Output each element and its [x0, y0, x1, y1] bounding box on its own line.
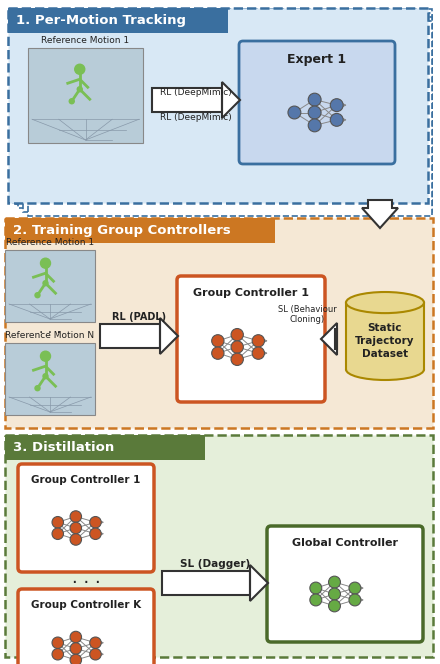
Ellipse shape	[346, 359, 424, 380]
Circle shape	[310, 582, 322, 594]
Circle shape	[43, 374, 48, 378]
Text: SL (Behaviour
Cloning): SL (Behaviour Cloning)	[278, 305, 336, 324]
Text: Group Controller K: Group Controller K	[31, 600, 141, 610]
FancyBboxPatch shape	[177, 276, 325, 402]
Circle shape	[40, 258, 51, 268]
Circle shape	[70, 654, 81, 664]
FancyBboxPatch shape	[18, 589, 154, 664]
Text: RL (DeepMimic): RL (DeepMimic)	[160, 88, 232, 97]
Circle shape	[52, 637, 63, 649]
FancyBboxPatch shape	[267, 526, 423, 642]
Polygon shape	[100, 318, 178, 354]
Bar	[13, 9, 432, 204]
Bar	[8, 8, 428, 203]
Text: 1. Per-Motion Tracking: 1. Per-Motion Tracking	[16, 14, 186, 27]
Circle shape	[330, 99, 343, 112]
Bar	[18, 13, 432, 208]
Text: SL (Dagger): SL (Dagger)	[180, 559, 250, 569]
FancyBboxPatch shape	[18, 464, 154, 572]
Text: Reference Motion 1: Reference Motion 1	[41, 36, 129, 45]
Text: · · ·: · · ·	[39, 326, 61, 340]
Circle shape	[231, 329, 243, 341]
Circle shape	[40, 351, 51, 361]
Circle shape	[69, 99, 74, 104]
Text: · · ·: · · ·	[72, 574, 100, 592]
Circle shape	[90, 637, 101, 649]
Ellipse shape	[346, 292, 424, 313]
Text: Reference Motion 1: Reference Motion 1	[6, 238, 94, 247]
Circle shape	[349, 594, 361, 606]
Polygon shape	[152, 82, 240, 118]
Text: 2. Training Group Controllers: 2. Training Group Controllers	[13, 224, 231, 237]
Circle shape	[70, 643, 81, 654]
Bar	[5, 435, 205, 460]
Text: Group Controller 1: Group Controller 1	[193, 288, 309, 298]
Polygon shape	[321, 323, 337, 355]
Circle shape	[90, 528, 101, 539]
Circle shape	[52, 528, 63, 539]
Circle shape	[70, 631, 81, 643]
Circle shape	[43, 281, 48, 286]
Circle shape	[52, 649, 63, 660]
Polygon shape	[362, 200, 398, 228]
Text: Reference Motion N: Reference Motion N	[5, 331, 95, 340]
Circle shape	[349, 582, 361, 594]
Circle shape	[308, 106, 321, 119]
Circle shape	[212, 347, 224, 359]
Polygon shape	[162, 565, 268, 601]
FancyBboxPatch shape	[239, 41, 395, 164]
Text: Static
Trajectory
Dataset: Static Trajectory Dataset	[355, 323, 415, 359]
Circle shape	[90, 517, 101, 528]
Bar	[5, 250, 95, 322]
Bar	[5, 435, 433, 657]
Circle shape	[52, 517, 63, 528]
Circle shape	[329, 576, 341, 588]
Circle shape	[252, 347, 264, 359]
Circle shape	[35, 386, 40, 390]
Text: 3. Distillation: 3. Distillation	[13, 441, 114, 454]
Bar	[8, 8, 228, 33]
Circle shape	[90, 649, 101, 660]
Circle shape	[310, 594, 322, 606]
Text: Expert 1: Expert 1	[287, 52, 347, 66]
Circle shape	[75, 64, 85, 74]
Text: RL (DeepMimic): RL (DeepMimic)	[160, 113, 232, 122]
Bar	[28, 48, 143, 143]
Circle shape	[70, 523, 81, 534]
Circle shape	[70, 534, 81, 545]
Circle shape	[288, 106, 301, 119]
Circle shape	[35, 293, 40, 297]
Circle shape	[70, 511, 81, 523]
Circle shape	[308, 93, 321, 106]
Bar	[5, 343, 95, 415]
Circle shape	[77, 87, 82, 92]
Bar	[5, 218, 433, 428]
Circle shape	[252, 335, 264, 347]
Circle shape	[231, 353, 243, 365]
Text: RL (PADL): RL (PADL)	[112, 312, 166, 322]
Text: Group Controller 1: Group Controller 1	[31, 475, 141, 485]
Circle shape	[330, 114, 343, 126]
Bar	[28, 21, 432, 216]
Circle shape	[308, 119, 321, 132]
Bar	[5, 218, 275, 243]
Circle shape	[329, 588, 341, 600]
Bar	[23, 17, 432, 212]
Circle shape	[212, 335, 224, 347]
Text: Global Controller: Global Controller	[292, 538, 398, 548]
Circle shape	[329, 600, 341, 612]
Circle shape	[231, 341, 243, 353]
Bar	[346, 303, 424, 369]
